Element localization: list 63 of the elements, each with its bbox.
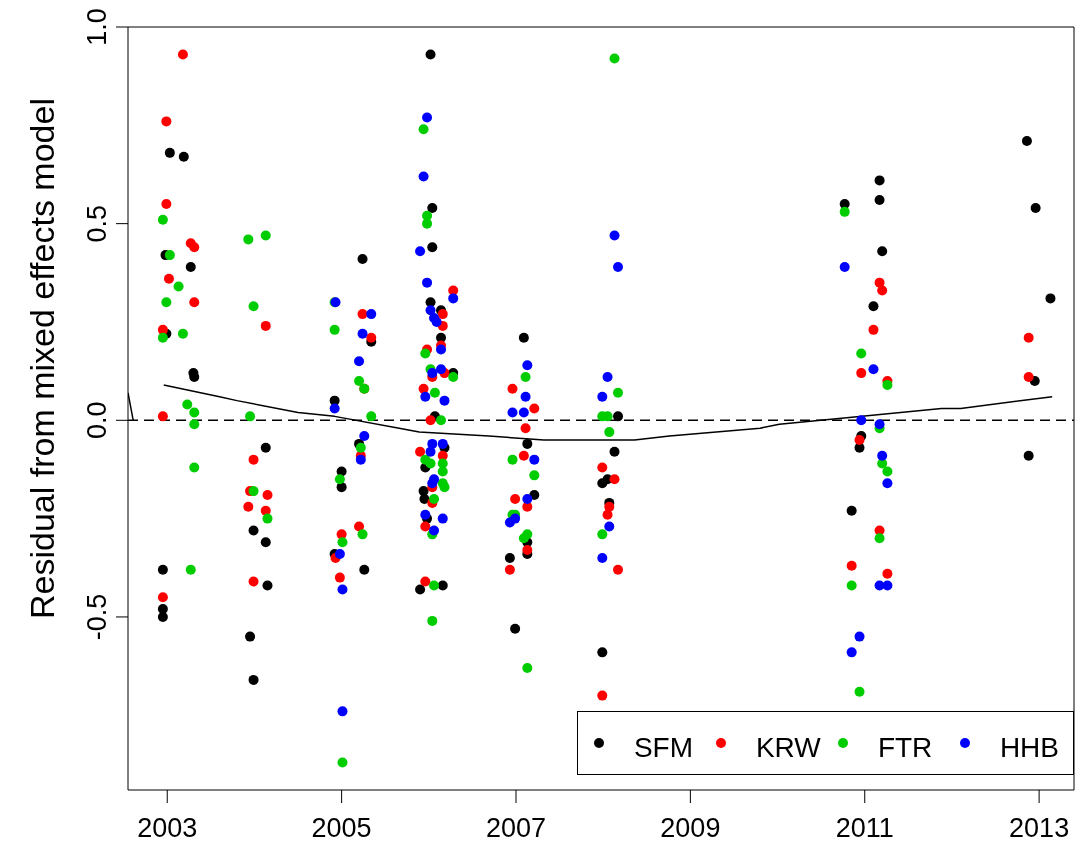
point (425, 446, 436, 457)
point (522, 360, 533, 371)
point (337, 706, 348, 717)
point (854, 631, 865, 642)
point (597, 552, 608, 563)
legend-label: KRW (755, 732, 821, 763)
point (436, 364, 447, 375)
x-tick-label: 2005 (311, 813, 372, 844)
x-tick-label: 2013 (1009, 813, 1070, 844)
point (436, 344, 447, 355)
point (839, 261, 850, 272)
point (846, 647, 857, 658)
point (366, 309, 377, 320)
point (613, 261, 623, 272)
point (359, 431, 370, 442)
point (422, 277, 433, 288)
point (427, 478, 438, 489)
point (334, 549, 345, 560)
point (518, 407, 529, 418)
point (604, 521, 615, 532)
point (529, 454, 540, 465)
point (597, 391, 608, 402)
x-tick-label: 2003 (137, 813, 198, 844)
point (877, 450, 888, 461)
point (868, 364, 879, 375)
point (439, 395, 450, 406)
point (429, 525, 440, 536)
point (609, 230, 620, 241)
point (329, 403, 340, 414)
point (437, 438, 448, 449)
y-tick-label: 1.0 (82, 8, 112, 46)
point (425, 305, 436, 316)
legend-label: FTR (877, 732, 933, 763)
x-tick-label: 2007 (485, 813, 547, 844)
point (856, 415, 867, 426)
point (522, 493, 533, 504)
y-tick-label: -0.5 (82, 593, 112, 641)
legend-label: SFM (633, 732, 693, 763)
x-tick-label: 2009 (660, 813, 721, 844)
y-axis-title: Residual from mixed effects model (23, 98, 61, 619)
y-tick-label: 0.5 (82, 204, 112, 243)
point (520, 391, 531, 402)
point (882, 478, 893, 489)
point (882, 580, 893, 591)
point (874, 419, 885, 430)
point (355, 454, 366, 465)
point (437, 513, 448, 524)
point (420, 391, 431, 402)
point (422, 112, 433, 123)
point (602, 372, 613, 383)
point (427, 368, 438, 379)
point (415, 246, 426, 257)
legend-label: HHB (999, 732, 1059, 763)
point (448, 293, 459, 304)
point (420, 509, 431, 520)
point (504, 517, 515, 528)
point (418, 171, 429, 182)
point (337, 584, 348, 595)
point (357, 328, 368, 339)
point (354, 356, 365, 367)
x-tick-label: 2011 (835, 813, 894, 844)
y-tick-label: 0.0 (82, 401, 112, 440)
point (507, 407, 518, 418)
